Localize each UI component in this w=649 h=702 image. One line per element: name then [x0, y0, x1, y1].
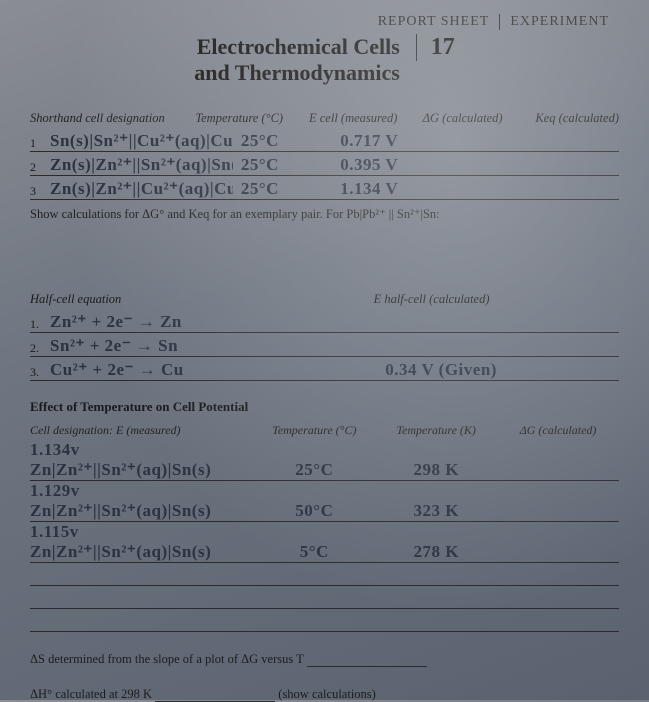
cell-ecell: 0.395 V — [340, 155, 443, 175]
cell-temp: 25°C — [241, 131, 332, 151]
experiment-number: 17 — [416, 34, 455, 61]
e-tc: 50°C — [253, 501, 375, 521]
ds-text: ΔS determined from the slope of a plot o… — [30, 652, 304, 666]
cell-temp: 25°C — [241, 179, 332, 199]
half-eq: Sn²⁺ + 2e⁻ → Sn — [50, 336, 377, 356]
e-h2: Temperature (°C) — [253, 423, 375, 438]
e-des: 1.129v Zn|Zn²⁺||Sn²⁺(aq)|Sn(s) — [30, 481, 253, 521]
ds-line: ΔS determined from the slope of a plot o… — [30, 652, 619, 667]
e-tk: 323 K — [375, 501, 497, 521]
t1h2: Temperature (°C) — [195, 111, 309, 126]
effect-table: 1.134v Zn|Zn²⁺||Sn²⁺(aq)|Sn(s) 25°C 298 … — [30, 440, 619, 632]
table1-row: 1 Sn(s)|Sn²⁺||Cu²⁺(aq)|Cu(s) 25°C 0.717 … — [30, 128, 619, 152]
row-index: 3. — [30, 365, 42, 380]
ds-blank — [307, 653, 427, 667]
header-top: REPORT SHEET EXPERIMENT — [30, 14, 609, 30]
t1h5: Keq (calculated) — [526, 111, 619, 126]
halfcell-table: 1. Zn²⁺ + 2e⁻ → Zn 2. Sn²⁺ + 2e⁻ → Sn 3.… — [30, 309, 619, 381]
t1h4: ΔG (calculated) — [423, 111, 526, 126]
halfcell-row: 2. Sn²⁺ + 2e⁻ → Sn — [30, 333, 619, 357]
header: REPORT SHEET EXPERIMENT Electrochemical … — [30, 14, 619, 87]
table1-headers: Shorthand cell designation Temperature (… — [30, 111, 619, 126]
table1-row: 3 Zn(s)|Zn²⁺||Cu²⁺(aq)|Cu(s) 25°C 1.134 … — [30, 176, 619, 200]
cell-designation: Zn(s)|Zn²⁺||Sn²⁺(aq)|Sn(s) — [50, 155, 233, 175]
header-divider — [499, 14, 500, 30]
row-index: 2 — [30, 160, 42, 175]
table1: 1 Sn(s)|Sn²⁺||Cu²⁺(aq)|Cu(s) 25°C 0.717 … — [30, 128, 619, 200]
e-h3: Temperature (K) — [375, 423, 497, 438]
e-des: 1.115v Zn|Zn²⁺||Sn²⁺(aq)|Sn(s) — [30, 522, 253, 562]
e-h4: ΔG (calculated) — [497, 423, 619, 438]
title: Electrochemical Cells and Thermodynamics — [194, 34, 400, 87]
half-h1: Half-cell equation — [30, 292, 374, 307]
hw-calc-line1 — [30, 222, 619, 242]
row-index: 2. — [30, 341, 42, 356]
cell-ecell: 0.717 V — [340, 131, 443, 151]
half-eq: Cu²⁺ + 2e⁻ → Cu — [50, 360, 377, 380]
effect-row: 1.129v Zn|Zn²⁺||Sn²⁺(aq)|Sn(s) 50°C 323 … — [30, 481, 619, 522]
effect-title: Effect of Temperature on Cell Potential — [30, 399, 619, 415]
title-line1: Electrochemical Cells — [194, 34, 400, 60]
e-tk: 298 K — [375, 460, 497, 480]
dh-text-b: (show calculations) — [278, 687, 376, 701]
dh-text-a: ΔH° calculated at 298 K — [30, 687, 152, 701]
e-des: 1.134v Zn|Zn²⁺||Sn²⁺(aq)|Sn(s) — [30, 440, 253, 480]
report-sheet-label: REPORT SHEET — [378, 14, 490, 30]
half-e: 0.34 V (Given) — [385, 360, 619, 380]
e-tc: 5°C — [253, 542, 375, 562]
t1h3: E cell (measured) — [309, 111, 423, 126]
title-line2: and Thermodynamics — [194, 60, 400, 86]
cell-temp: 25°C — [241, 155, 332, 175]
effect-row: 1.115v Zn|Zn²⁺||Sn²⁺(aq)|Sn(s) 5°C 278 K — [30, 522, 619, 563]
effect-row: 1.134v Zn|Zn²⁺||Sn²⁺(aq)|Sn(s) 25°C 298 … — [30, 440, 619, 481]
cell-designation: Sn(s)|Sn²⁺||Cu²⁺(aq)|Cu(s) — [50, 131, 233, 151]
e-h1: Cell designation: E (measured) — [30, 423, 253, 438]
row-index: 3 — [30, 184, 42, 199]
effect-headers: Cell designation: E (measured) Temperatu… — [30, 423, 619, 438]
calc-instruction: Show calculations for ΔG° and Keq for an… — [30, 206, 619, 222]
effect-row — [30, 586, 619, 609]
effect-row — [30, 609, 619, 632]
t1h1: Shorthand cell designation — [30, 111, 195, 126]
halfcell-headers: Half-cell equation E half-cell (calculat… — [30, 292, 619, 307]
cell-ecell: 1.134 V — [340, 179, 443, 199]
hw-calc-line2 — [30, 242, 619, 262]
row-index: 1 — [30, 136, 42, 151]
experiment-label: EXPERIMENT — [510, 14, 609, 30]
half-h2: E half-cell (calculated) — [374, 292, 619, 307]
e-tc: 25°C — [253, 460, 375, 480]
effect-row — [30, 563, 619, 586]
e-tk: 278 K — [375, 542, 497, 562]
title-row: Electrochemical Cells and Thermodynamics… — [30, 34, 619, 87]
cell-designation: Zn(s)|Zn²⁺||Cu²⁺(aq)|Cu(s) — [50, 179, 233, 199]
halfcell-row: 3. Cu²⁺ + 2e⁻ → Cu 0.34 V (Given) — [30, 357, 619, 381]
half-eq: Zn²⁺ + 2e⁻ → Zn — [50, 312, 377, 332]
table1-row: 2 Zn(s)|Zn²⁺||Sn²⁺(aq)|Sn(s) 25°C 0.395 … — [30, 152, 619, 176]
row-index: 1. — [30, 317, 42, 332]
halfcell-row: 1. Zn²⁺ + 2e⁻ → Zn — [30, 309, 619, 333]
